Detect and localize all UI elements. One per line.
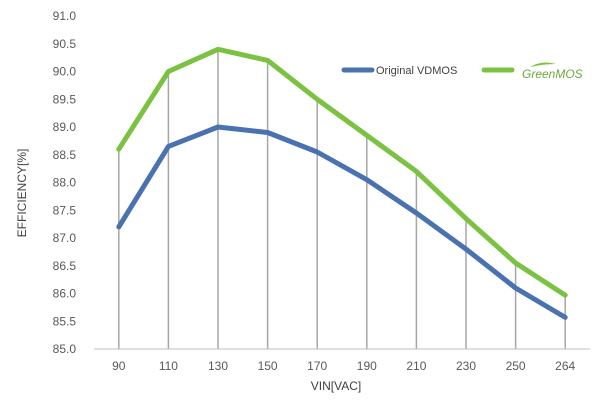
x-tick-label: 230 [456,359,476,373]
data-point-original-vdmos [166,144,170,148]
data-point-greenmos [166,70,170,73]
data-point-greenmos [266,58,270,62]
y-tick-label: 89.5 [53,92,77,106]
y-tick-label: 90.5 [53,37,77,51]
y-tick-label: 86.0 [53,287,77,301]
y-tick-label: 87.5 [53,203,77,217]
y-tick-label: 85.5 [53,314,77,328]
x-tick-label: 130 [208,359,228,373]
y-tick-label: 89.0 [53,120,77,134]
data-point-original-vdmos [365,178,369,182]
x-tick-label: 190 [357,359,377,373]
data-point-greenmos [414,169,418,173]
data-point-greenmos [117,147,121,151]
y-tick-label: 90.0 [53,65,77,79]
legend-label-original-vdmos: Original VDMOS [376,65,457,77]
x-tick-label: 250 [506,359,526,373]
x-axis-ticks: 90 110 130 150 170 190 210 230 250 264 [112,359,575,373]
x-tick-label: 210 [406,359,426,373]
y-axis-ticks: 85.0 85.5 86.0 86.5 87.0 87.5 88.0 88.5 89.0 89.5… [53,9,77,356]
y-tick-label: 88.5 [53,148,77,162]
y-tick-label: 88.0 [53,176,77,190]
data-point-greenmos [514,261,518,265]
y-tick-label: 91.0 [53,9,77,23]
series-line-greenmos [116,46,568,298]
series-line-original-vdmos [116,124,568,320]
data-point-original-vdmos [216,125,220,129]
x-axis-title: VIN[VAC] [311,379,361,393]
data-point-greenmos [216,47,220,51]
legend: Original VDMOS GreenMOS [341,62,583,81]
y-tick-label: 87.0 [53,231,77,245]
data-point-original-vdmos [514,286,518,290]
x-tick-label: 264 [555,359,575,373]
data-point-original-vdmos [414,211,418,215]
data-point-original-vdmos [117,225,121,229]
data-point-greenmos [365,133,369,137]
data-point-greenmos [464,217,468,221]
greenmos-leaf-icon [530,62,556,67]
y-tick-label: 85.0 [53,342,77,356]
y-tick-label: 86.5 [53,259,77,273]
x-tick-label: 170 [307,359,327,373]
y-axis-title: EFFICIENCY[%] [15,149,29,238]
data-point-original-vdmos [563,315,567,319]
legend-label-greenmos: GreenMOS [522,67,583,81]
data-point-greenmos [315,97,319,101]
x-tick-label: 90 [112,359,126,373]
drop-lines [118,49,566,349]
x-tick-label: 110 [159,359,178,373]
data-point-original-vdmos [266,131,270,135]
data-point-original-vdmos [464,247,468,251]
x-tick-label: 150 [258,359,278,373]
series-lines [116,46,568,320]
data-point-greenmos [563,293,567,297]
data-point-original-vdmos [315,150,319,154]
